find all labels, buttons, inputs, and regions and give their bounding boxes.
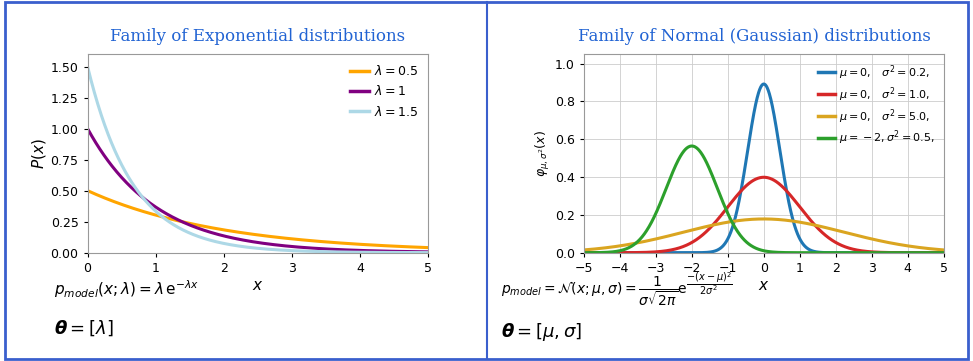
$\mu=0,\;\;\; \sigma^2=1.0,$ [866, 250, 878, 254]
$\lambda = 0.5$ [243, 232, 255, 236]
$\mu=0,\;\;\; \sigma^2=1.0,$ [758, 175, 770, 179]
$\mu=-2, \sigma^2=0.5,$ [825, 251, 837, 255]
$\lambda = 1$ [245, 239, 257, 244]
$\mu=0,\;\;\; \sigma^2=0.2,$ [737, 181, 748, 186]
$\mu=0,\;\;\; \sigma^2=0.2,$ [758, 82, 770, 86]
$\mu=-2, \sigma^2=0.5,$ [724, 216, 736, 220]
$\lambda = 1.5$ [414, 251, 426, 255]
$\lambda = 1.5$ [361, 250, 373, 255]
$\lambda = 0.5$ [245, 232, 257, 236]
Y-axis label: $P(x)$: $P(x)$ [30, 138, 48, 169]
$\lambda = 0.5$ [422, 245, 434, 250]
$\lambda = 1$ [422, 250, 434, 254]
$\lambda = 1.5$ [245, 245, 257, 250]
$\mu=0,\;\;\; \sigma^2=0.2,$ [578, 251, 590, 255]
$\mu=0,\;\;\; \sigma^2=0.2,$ [938, 251, 950, 255]
$\lambda = 1$ [266, 242, 277, 247]
$\mu=0,\;\;\; \sigma^2=0.2,$ [724, 233, 736, 238]
$\mu=-2, \sigma^2=0.5,$ [737, 236, 748, 240]
$\lambda = 1.5$ [284, 248, 296, 253]
$\lambda = 1$ [284, 244, 296, 248]
$\mu=0,\;\;\; \sigma^2=0.2,$ [825, 251, 837, 255]
$\mu=0,\;\;\; \sigma^2=5.0,$ [615, 244, 627, 248]
$\lambda = 0.5$ [266, 235, 277, 239]
Line: $\lambda = 0.5$: $\lambda = 0.5$ [88, 191, 428, 248]
Text: $p_{model} = \mathcal{N}(x;\mu,\sigma) = \dfrac{1}{\sigma\sqrt{2\pi}}\mathrm{e}^: $p_{model} = \mathcal{N}(x;\mu,\sigma) =… [501, 270, 733, 308]
Line: $\mu=-2, \sigma^2=0.5,$: $\mu=-2, \sigma^2=0.5,$ [584, 146, 944, 253]
$\lambda = 1.5$ [82, 64, 93, 69]
$\mu=0,\;\;\; \sigma^2=5.0,$ [825, 227, 837, 231]
$\mu=0,\;\;\; \sigma^2=0.2,$ [866, 251, 878, 255]
Y-axis label: $\varphi_{\mu,\sigma^2}(x)$: $\varphi_{\mu,\sigma^2}(x)$ [534, 130, 552, 177]
$\lambda = 1.5$ [266, 247, 277, 252]
X-axis label: $x$: $x$ [252, 278, 264, 292]
Text: Family of Exponential distributions: Family of Exponential distributions [110, 27, 406, 45]
$\mu=0,\;\;\; \sigma^2=1.0,$ [859, 249, 871, 253]
Text: $\boldsymbol{\theta} = [\lambda]$: $\boldsymbol{\theta} = [\lambda]$ [54, 319, 113, 338]
$\mu=0,\;\;\; \sigma^2=5.0,$ [724, 220, 736, 224]
$\lambda = 1$ [414, 249, 426, 254]
$\mu=-2, \sigma^2=0.5,$ [578, 251, 590, 255]
$\mu=0,\;\;\; \sigma^2=1.0,$ [938, 251, 950, 255]
Text: $\boldsymbol{\theta} = [\mu, \sigma]$: $\boldsymbol{\theta} = [\mu, \sigma]$ [501, 321, 582, 343]
Line: $\lambda = 1$: $\lambda = 1$ [88, 129, 428, 252]
Legend: $\lambda = 0.5$, $\lambda = 1$, $\lambda = 1.5$: $\lambda = 0.5$, $\lambda = 1$, $\lambda… [346, 60, 422, 122]
Legend: $\mu=0,\;\;\; \sigma^2=0.2,$, $\mu=0,\;\;\; \sigma^2=1.0,$, $\mu=0,\;\;\; \sigma: $\mu=0,\;\;\; \sigma^2=0.2,$, $\mu=0,\;\… [814, 60, 938, 151]
$\mu=-2, \sigma^2=0.5,$ [615, 248, 627, 253]
$\lambda = 1$ [243, 239, 255, 243]
$\lambda = 0.5$ [414, 245, 426, 249]
$\mu=0,\;\;\; \sigma^2=1.0,$ [724, 203, 736, 207]
$\mu=0,\;\;\; \sigma^2=0.2,$ [859, 251, 871, 255]
X-axis label: $x$: $x$ [758, 278, 770, 292]
$\mu=-2, \sigma^2=0.5,$ [938, 251, 950, 255]
$\lambda = 1.5$ [422, 251, 434, 255]
Line: $\mu=0,\;\;\; \sigma^2=1.0,$: $\mu=0,\;\;\; \sigma^2=1.0,$ [584, 177, 944, 253]
$\mu=0,\;\;\; \sigma^2=5.0,$ [758, 217, 770, 221]
Line: $\lambda = 1.5$: $\lambda = 1.5$ [88, 66, 428, 253]
$\mu=0,\;\;\; \sigma^2=1.0,$ [825, 238, 837, 242]
$\mu=-2, \sigma^2=0.5,$ [686, 144, 698, 148]
$\mu=0,\;\;\; \sigma^2=1.0,$ [578, 251, 590, 255]
$\mu=0,\;\;\; \sigma^2=5.0,$ [578, 248, 590, 252]
$\lambda = 0.5$ [82, 188, 93, 193]
$\lambda = 0.5$ [361, 243, 373, 247]
Text: Family of Normal (Gaussian) distributions: Family of Normal (Gaussian) distribution… [578, 27, 930, 45]
$\lambda = 1.5$ [243, 245, 255, 249]
$\lambda = 1$ [361, 248, 373, 253]
Line: $\mu=0,\;\;\; \sigma^2=0.2,$: $\mu=0,\;\;\; \sigma^2=0.2,$ [584, 84, 944, 253]
$\lambda = 0.5$ [284, 236, 296, 241]
$\mu=0,\;\;\; \sigma^2=5.0,$ [737, 218, 748, 222]
$\mu=-2, \sigma^2=0.5,$ [859, 251, 871, 255]
$\mu=-2, \sigma^2=0.5,$ [866, 251, 878, 255]
$\lambda = 1$ [82, 126, 93, 131]
$\mu=0,\;\;\; \sigma^2=5.0,$ [938, 248, 950, 252]
$\mu=0,\;\;\; \sigma^2=1.0,$ [615, 251, 627, 255]
Text: $p_{model}(x;\lambda) = \lambda\, \mathrm{e}^{-\lambda x}$: $p_{model}(x;\lambda) = \lambda\, \mathr… [54, 278, 198, 300]
$\mu=0,\;\;\; \sigma^2=5.0,$ [859, 235, 871, 240]
Line: $\mu=0,\;\;\; \sigma^2=5.0,$: $\mu=0,\;\;\; \sigma^2=5.0,$ [584, 219, 944, 250]
$\mu=0,\;\;\; \sigma^2=1.0,$ [737, 187, 748, 192]
$\mu=0,\;\;\; \sigma^2=0.2,$ [615, 251, 627, 255]
$\mu=0,\;\;\; \sigma^2=5.0,$ [866, 237, 878, 241]
